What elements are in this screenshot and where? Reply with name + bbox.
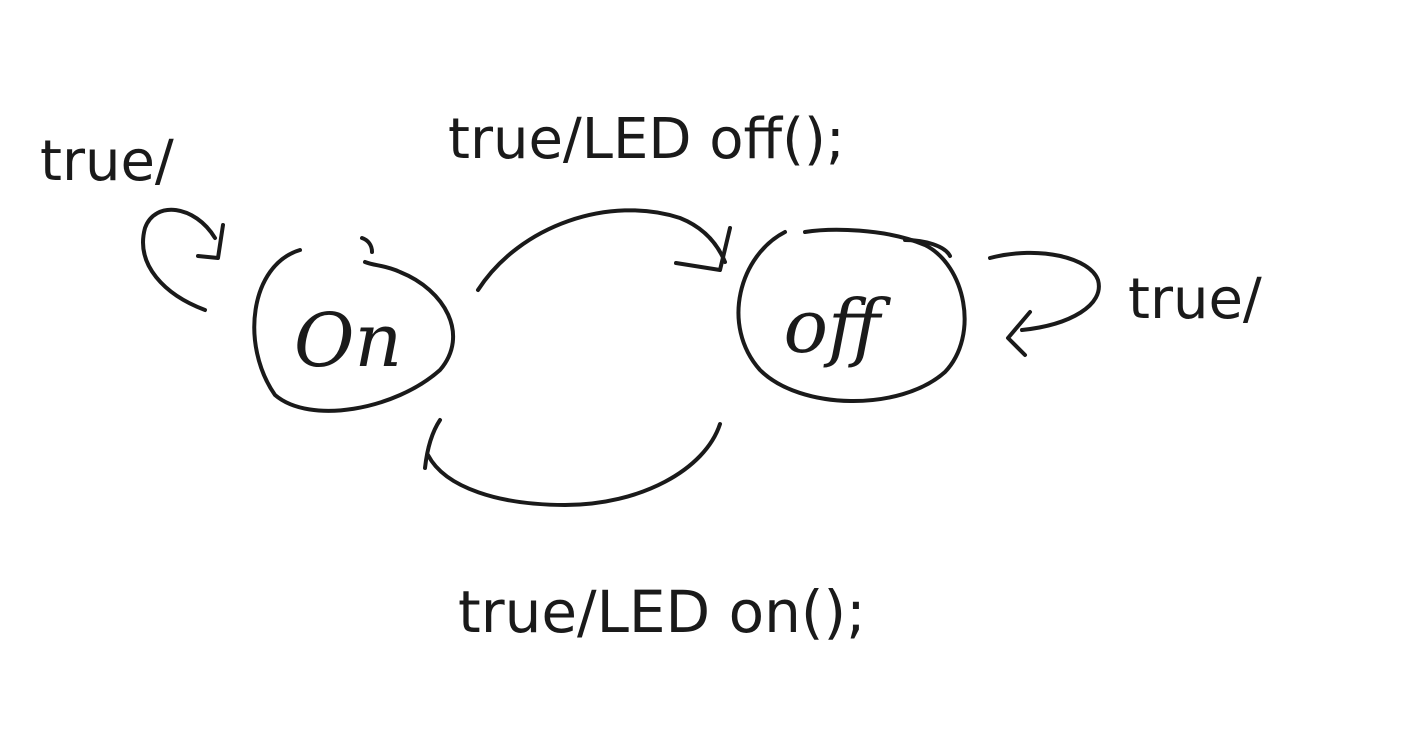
state-on-label: On <box>294 298 402 384</box>
transition-on-to-off-label: true/LED off(); <box>448 107 845 172</box>
arrowhead-off-to-on <box>423 418 442 470</box>
transition-off-self-loop[interactable]: true/ <box>988 250 1262 357</box>
state-on[interactable]: On <box>252 236 456 413</box>
transition-on-to-off[interactable]: true/LED off(); <box>448 107 845 292</box>
self-loop-off-arc <box>988 250 1101 332</box>
transition-on-self-label: true/ <box>40 129 174 194</box>
self-loop-on-arrowhead <box>196 223 225 260</box>
self-loop-off-arrowhead <box>1006 310 1032 357</box>
transition-off-self-label: true/ <box>1128 267 1262 332</box>
state-on-circle <box>252 248 456 413</box>
arrowhead-on-to-off <box>674 226 732 272</box>
transition-off-to-on[interactable]: true/LED on(); <box>423 418 866 646</box>
transition-on-self-loop[interactable]: true/ <box>40 129 225 312</box>
state-off-circle-tail <box>903 238 952 258</box>
arc-on-to-off <box>476 208 727 292</box>
state-on-circle-tail <box>360 236 374 254</box>
transition-off-to-on-label: true/LED on(); <box>458 578 866 646</box>
state-off-label: off <box>784 284 892 370</box>
state-off-circle <box>736 227 967 403</box>
state-off[interactable]: off <box>736 227 967 403</box>
arc-off-to-on <box>426 422 722 507</box>
self-loop-on-arc <box>141 207 217 312</box>
